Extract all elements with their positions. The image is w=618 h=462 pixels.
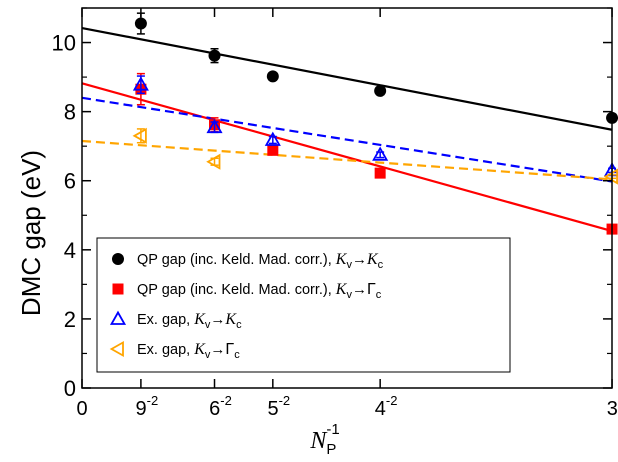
legend-label-text: Ex. gap, xyxy=(137,312,194,328)
fit-line xyxy=(81,82,613,233)
data-point xyxy=(374,167,386,179)
legend-label-math: c xyxy=(376,289,382,301)
x-tick-base: 5 xyxy=(267,398,278,420)
y-tick-label: 0 xyxy=(64,376,76,401)
x-tick-base: 6 xyxy=(209,398,220,420)
x-tick-label: 3-2 xyxy=(607,393,618,420)
x-tick-exponent: -2 xyxy=(279,393,291,408)
x-tick-label: 9-2 xyxy=(136,393,159,420)
x-axis-title-sup: -1 xyxy=(326,421,339,438)
plot-area xyxy=(81,12,618,235)
x-tick-label: 6-2 xyxy=(209,393,232,420)
legend-label-math: K xyxy=(335,251,348,268)
data-point xyxy=(208,49,221,62)
x-tick-base: 3 xyxy=(607,398,618,420)
data-point xyxy=(206,153,221,170)
x-tick-base: 0 xyxy=(76,398,87,420)
legend-label: QP gap (inc. Keld. Mad. corr.), Kv→Kc xyxy=(137,251,384,271)
x-tick-exponent: -2 xyxy=(220,393,232,408)
legend-label-math: c xyxy=(234,349,240,361)
data-point xyxy=(266,70,279,83)
legend-label-math: c xyxy=(236,319,242,331)
legend-label-text: QP gap (inc. Keld. Mad. corr.), xyxy=(137,282,336,298)
data-point xyxy=(264,131,281,146)
legend-label-math: K xyxy=(193,341,206,358)
legend-label-math: K xyxy=(193,311,206,328)
legend-box xyxy=(96,237,511,373)
legend: QP gap (inc. Keld. Mad. corr.), Kv→KcQP … xyxy=(96,237,511,373)
y-tick-label: 6 xyxy=(64,169,76,194)
y-tick-label: 8 xyxy=(64,100,76,125)
y-tick-label: 4 xyxy=(64,238,76,263)
legend-label-text: QP gap (inc. Keld. Mad. corr.), xyxy=(137,252,336,268)
y-axis-title: DMC gap (eV) xyxy=(16,150,46,316)
fit-line xyxy=(81,96,613,183)
legend-label-math: → xyxy=(352,281,367,298)
x-tick-base: 4 xyxy=(375,398,386,420)
fit-line xyxy=(81,26,613,131)
data-point xyxy=(112,283,124,295)
legend-label-math: → xyxy=(352,251,367,268)
legend-label-math: K xyxy=(224,311,237,328)
fit-line xyxy=(81,139,613,181)
data-point xyxy=(132,76,149,91)
legend-label-math: Γ xyxy=(367,281,376,298)
legend-label-text: Ex. gap, xyxy=(137,342,194,358)
legend-label: Ex. gap, Kv→Γc xyxy=(137,341,240,361)
data-point xyxy=(267,144,279,156)
x-tick-label: 4-2 xyxy=(375,393,398,420)
data-point xyxy=(206,118,223,134)
legend-label-math: K xyxy=(335,281,348,298)
plot-frame xyxy=(81,7,613,389)
data-point xyxy=(374,84,387,97)
legend-label-math: Γ xyxy=(225,341,234,358)
legend-label-math: v xyxy=(346,259,352,271)
data-point xyxy=(112,253,124,265)
legend-label-math: K xyxy=(366,251,379,268)
legend-label-math: v xyxy=(205,319,211,331)
legend-label-math: → xyxy=(210,341,225,358)
legend-label: QP gap (inc. Keld. Mad. corr.), Kv→Γc xyxy=(137,281,382,301)
data-point xyxy=(109,340,124,358)
y-tick-label: 2 xyxy=(64,307,76,332)
legend-label-math: c xyxy=(378,259,384,271)
legend-label: Ex. gap, Kv→Kc xyxy=(137,311,242,331)
x-axis-title-sub: P xyxy=(326,441,336,458)
x-axis-title-base: N xyxy=(309,428,328,454)
x-tick-exponent: -2 xyxy=(147,393,159,408)
x-tick-label: 5-2 xyxy=(267,393,290,420)
x-tick-label: 0 xyxy=(76,398,87,420)
data-point xyxy=(109,310,127,325)
x-axis-title: NP -1 xyxy=(309,421,339,458)
data-point xyxy=(132,127,147,144)
legend-label-math: v xyxy=(205,349,211,361)
data-point xyxy=(372,146,389,161)
data-point xyxy=(134,17,147,30)
legend-label-math: v xyxy=(346,289,352,301)
legend-label-math: → xyxy=(210,311,225,328)
x-tick-exponent: -2 xyxy=(386,393,398,408)
y-tick-label: 10 xyxy=(52,31,76,56)
x-tick-base: 9 xyxy=(136,398,147,420)
